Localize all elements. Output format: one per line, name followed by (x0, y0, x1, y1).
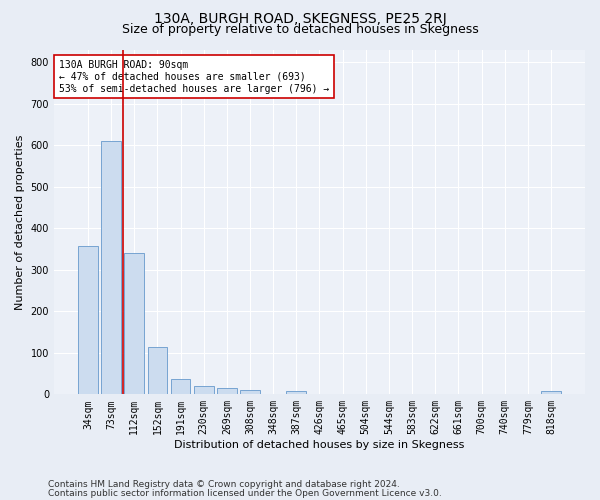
Bar (78, 246, 98, 394)
Text: Size of property relative to detached houses in Skegness: Size of property relative to detached ho… (122, 22, 478, 36)
X-axis label: Distribution of detached houses by size in Skegness: Distribution of detached houses by size … (174, 440, 464, 450)
Bar (194, 386, 214, 394)
Bar (240, 390, 260, 394)
Text: 130A, BURGH ROAD, SKEGNESS, PE25 2RJ: 130A, BURGH ROAD, SKEGNESS, PE25 2RJ (154, 12, 446, 26)
Bar (286, 391, 306, 394)
Bar (541, 391, 561, 394)
Bar (101, 141, 121, 395)
Bar (170, 379, 190, 394)
Text: 130A BURGH ROAD: 90sqm
← 47% of detached houses are smaller (693)
53% of semi-de: 130A BURGH ROAD: 90sqm ← 47% of detached… (59, 60, 329, 94)
Y-axis label: Number of detached properties: Number of detached properties (15, 134, 25, 310)
Bar (124, 254, 144, 394)
Bar (217, 388, 236, 394)
Text: Contains public sector information licensed under the Open Government Licence v3: Contains public sector information licen… (48, 488, 442, 498)
Bar (148, 346, 167, 395)
Text: Contains HM Land Registry data © Crown copyright and database right 2024.: Contains HM Land Registry data © Crown c… (48, 480, 400, 489)
